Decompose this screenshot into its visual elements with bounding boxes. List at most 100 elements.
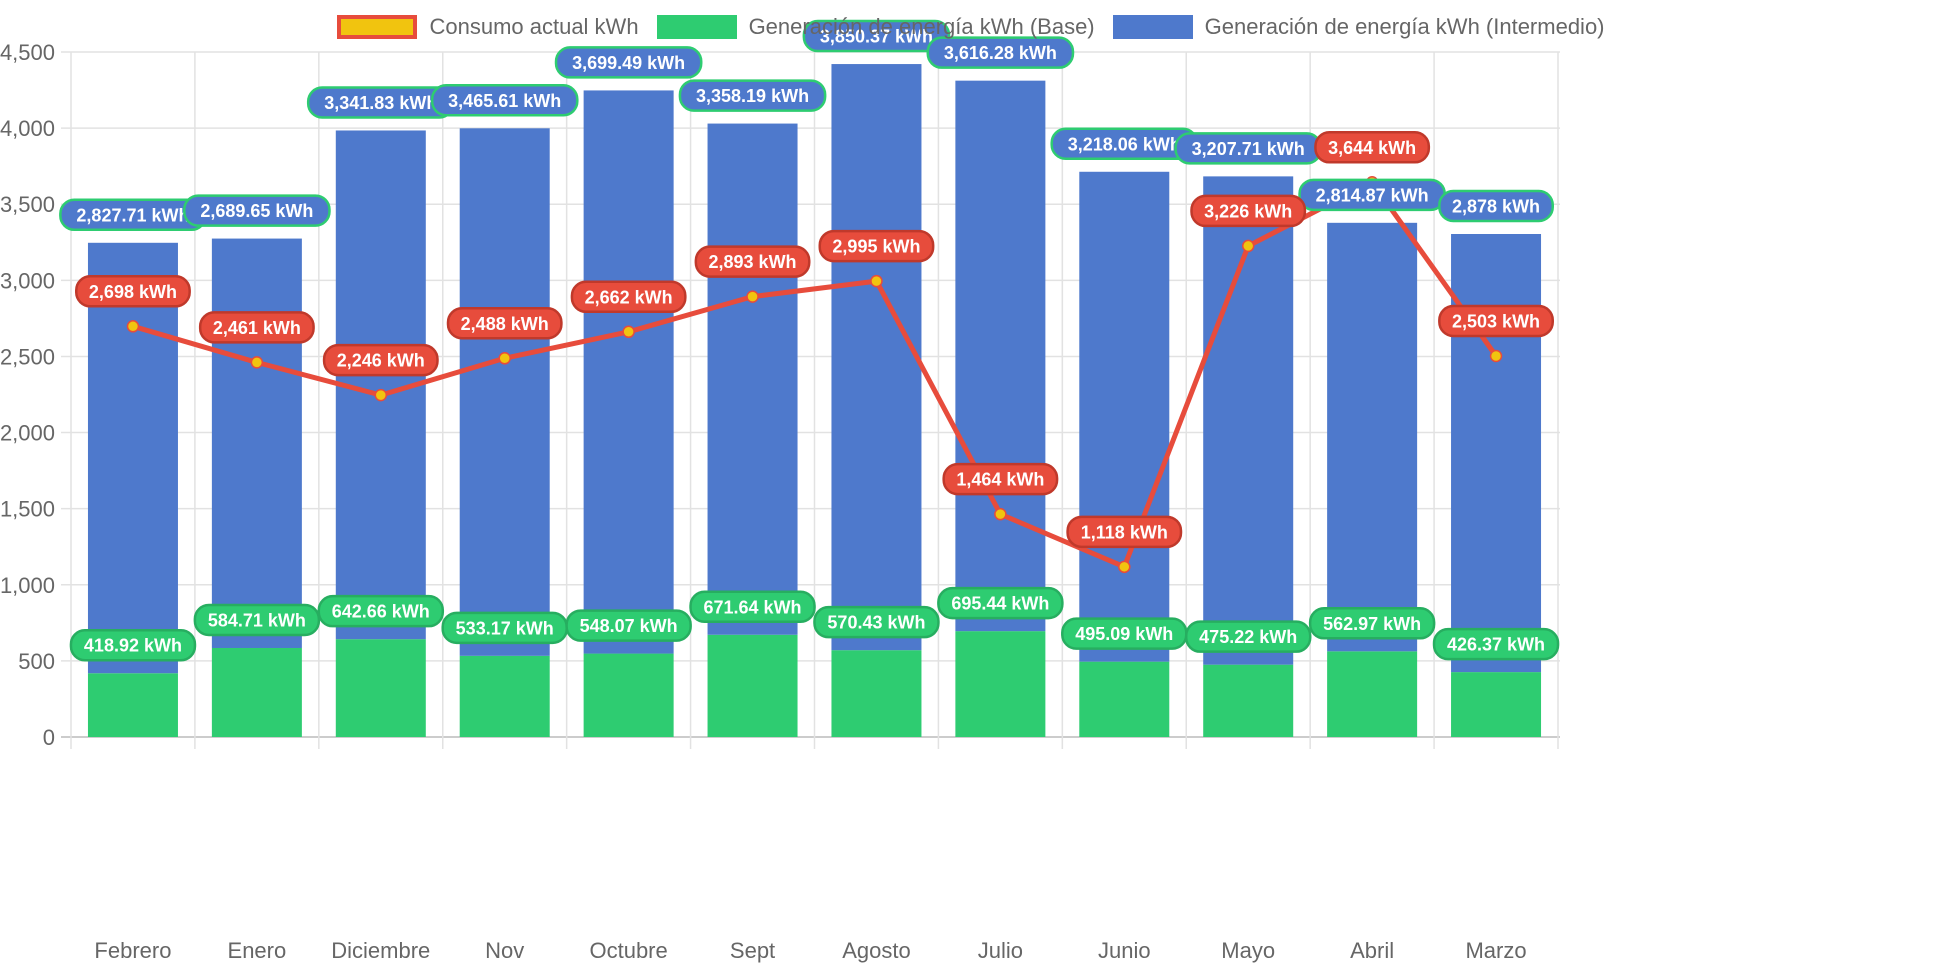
y-tick-label: 3,500	[0, 192, 55, 217]
bar-base	[831, 650, 922, 737]
label-consumo-text: 2,488 kWh	[461, 314, 549, 334]
label-base-background	[317, 594, 445, 628]
legend-label-intermedio: Generación de energía kWh (Intermedio)	[1204, 14, 1605, 39]
label-consumo: 2,662 kWh	[570, 280, 687, 314]
label-consumo-text: 2,461 kWh	[213, 318, 301, 338]
bar-base	[1451, 672, 1542, 737]
label-consumo: 2,246 kWh	[322, 343, 439, 377]
label-consumo-background	[198, 311, 315, 344]
label-consumo-background	[1438, 304, 1554, 338]
label-intermedio-text: 2,827.71 kWh	[76, 205, 189, 225]
consumption-point	[374, 388, 388, 402]
label-intermedio-background	[926, 36, 1075, 69]
x-tick-label: Diciembre	[331, 938, 430, 963]
consumption-point	[746, 290, 759, 303]
label-consumo-background	[818, 229, 935, 263]
x-tick-label: Julio	[978, 938, 1023, 963]
label-intermedio: 2,814.87 kWh	[1298, 178, 1446, 212]
bar-base	[1327, 651, 1418, 737]
label-intermedio-background	[554, 46, 703, 79]
x-tick-label: Mayo	[1221, 938, 1275, 963]
label-base-background	[689, 590, 816, 624]
label-consumo-text: 1,118 kWh	[1081, 522, 1168, 542]
label-intermedio-text: 3,616.28 kWh	[944, 43, 1057, 63]
x-tick-label: Octubre	[589, 938, 667, 963]
label-base: 671.64 kWh	[689, 590, 816, 624]
label-consumo-text: 2,995 kWh	[832, 237, 920, 257]
bar-base	[583, 653, 674, 737]
label-intermedio-text: 2,814.87 kWh	[1316, 185, 1429, 205]
label-base-text: 642.66 kWh	[332, 602, 430, 622]
label-consumo-background	[570, 280, 687, 314]
label-consumo-text: 1,464 kWh	[956, 470, 1044, 490]
label-intermedio: 2,878 kWh	[1438, 189, 1554, 223]
bar-intermedio	[1327, 222, 1418, 652]
label-consumo: 2,893 kWh	[694, 245, 811, 278]
bar-intermedio	[1451, 234, 1542, 673]
label-base-background	[1432, 627, 1560, 661]
label-base-text: 671.64 kWh	[704, 597, 802, 617]
x-axis-ticks: Febrero Enero Diciembre Nov Octubre Sept Agost…	[94, 938, 1526, 963]
label-intermedio-background	[802, 19, 951, 53]
legend-item-consumo[interactable]: Consumo actual kWh	[337, 14, 639, 40]
label-consumo-text: 2,662 kWh	[585, 287, 673, 307]
bar-base	[459, 655, 550, 737]
label-consumo-text: 2,893 kWh	[709, 252, 797, 272]
legend-swatch-intermedio	[1112, 15, 1193, 39]
legend-swatch-consumo	[337, 15, 418, 39]
x-tick-label: Marzo	[1465, 938, 1526, 963]
label-consumo-background	[1190, 194, 1307, 228]
label-consumo-background	[694, 245, 811, 278]
label-intermedio: 3,358.19 kWh	[678, 79, 827, 112]
y-tick-label: 4,000	[0, 116, 55, 141]
label-base-background	[565, 609, 692, 642]
x-tick-label: Febrero	[94, 938, 171, 963]
label-consumo-text: 3,226 kWh	[1204, 201, 1292, 221]
label-intermedio-text: 2,878 kWh	[1452, 197, 1540, 217]
label-base-text: 533.17 kWh	[456, 618, 554, 638]
label-base-background	[193, 603, 321, 637]
label-base-text: 584.71 kWh	[208, 610, 306, 630]
label-base: 533.17 kWh	[441, 611, 568, 645]
data-labels: 2,827.71 kWh 418.92 kWh 2,689.65 kWh 584.71…	[59, 19, 1560, 662]
legend-item-base[interactable]: Generación de energía kWh (Base)	[656, 14, 1095, 40]
bar-intermedio	[955, 80, 1046, 632]
bar-intermedio	[1079, 171, 1170, 662]
legend-item-intermedio[interactable]: Generación de energía kWh (Intermedio)	[1112, 14, 1605, 40]
consumption-point	[1118, 560, 1131, 574]
label-intermedio-background	[183, 194, 331, 227]
label-base: 418.92 kWh	[69, 628, 197, 662]
label-base: 562.97 kWh	[1308, 607, 1436, 640]
x-tick-label: Enero	[228, 938, 287, 963]
label-consumo: 1,464 kWh	[942, 462, 1059, 496]
bar-intermedio	[707, 123, 798, 635]
x-tick-label: Nov	[485, 938, 524, 963]
label-intermedio-text: 3,341.83 kWh	[324, 93, 437, 113]
bars	[87, 64, 1542, 737]
y-tick-label: 1,500	[0, 497, 55, 522]
consumption-point	[994, 507, 1007, 521]
label-intermedio-text: 3,358.19 kWh	[696, 86, 809, 106]
label-intermedio: 3,341.83 kWh	[306, 86, 455, 119]
label-intermedio: 3,207.71 kWh	[1174, 132, 1323, 165]
label-base-background	[813, 605, 940, 639]
consumption-point	[622, 325, 635, 339]
label-consumo-background	[1314, 131, 1431, 164]
bar-intermedio	[831, 64, 922, 651]
bar-base	[87, 673, 178, 737]
bar-intermedio	[211, 238, 302, 648]
bar-base	[707, 634, 798, 737]
label-intermedio-text: 3,218.06 kWh	[1068, 134, 1181, 154]
label-base-text: 426.37 kWh	[1447, 635, 1545, 655]
label-intermedio: 3,218.06 kWh	[1050, 127, 1199, 161]
y-tick-label: 2,000	[0, 421, 55, 446]
x-tick-label: Sept	[730, 938, 775, 963]
label-consumo-background	[75, 275, 191, 308]
label-consumo-text: 2,698 kWh	[89, 282, 177, 302]
bar-base	[211, 647, 302, 737]
label-base-background	[69, 628, 197, 662]
label-intermedio-background	[1438, 189, 1554, 223]
consumption-point	[250, 356, 264, 369]
label-intermedio-text: 3,207.71 kWh	[1192, 139, 1305, 159]
